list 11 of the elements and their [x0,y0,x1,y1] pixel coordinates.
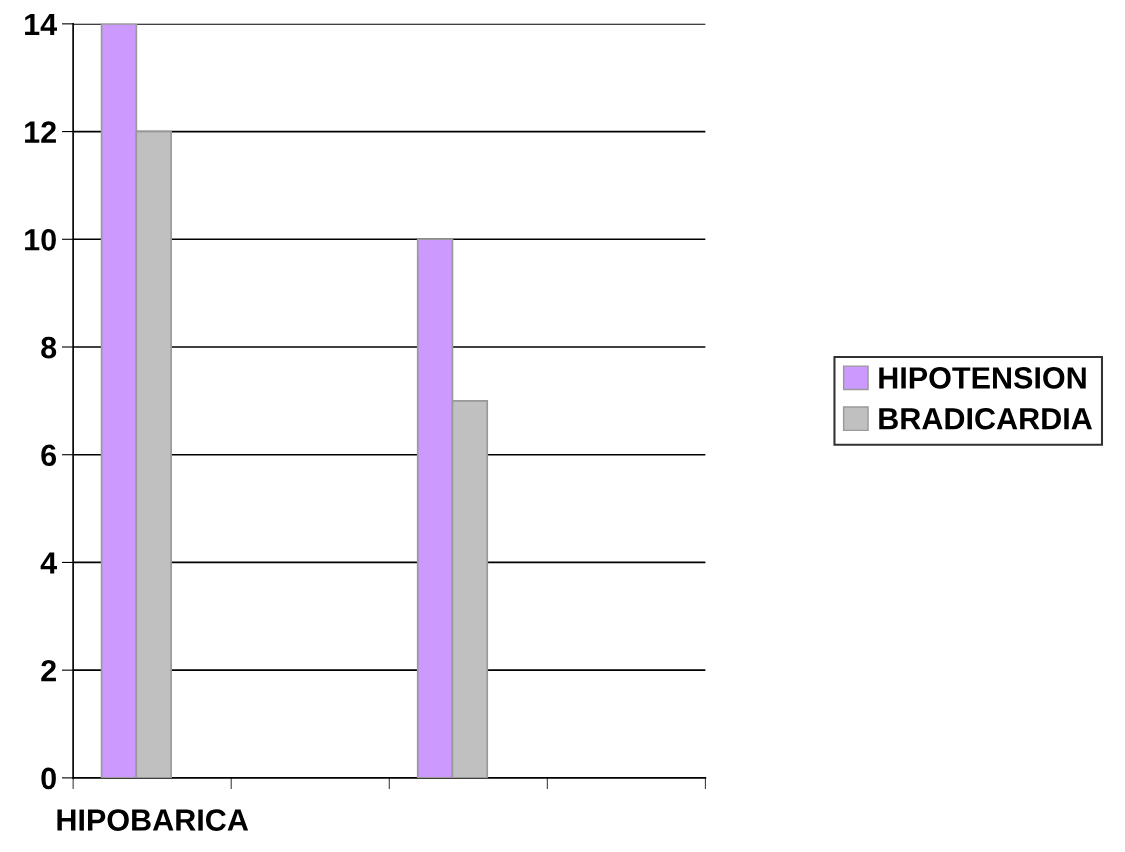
y-tick-label: 12 [25,121,56,143]
y-tick-label: 10 [25,229,56,251]
y-tick-label: 6 [41,444,57,467]
y-tick-label: 8 [41,336,57,359]
y-tick-label: 14 [25,13,57,35]
legend-label: HIPOTENSION [879,367,1086,389]
y-tick-label: 2 [41,659,56,682]
y-tick-label: 0 [41,767,56,790]
legend-label: BRADICARDIA [879,407,1092,430]
x-tick-label: HIPOBARICA [57,809,249,831]
y-tick-label: 4 [40,552,57,574]
